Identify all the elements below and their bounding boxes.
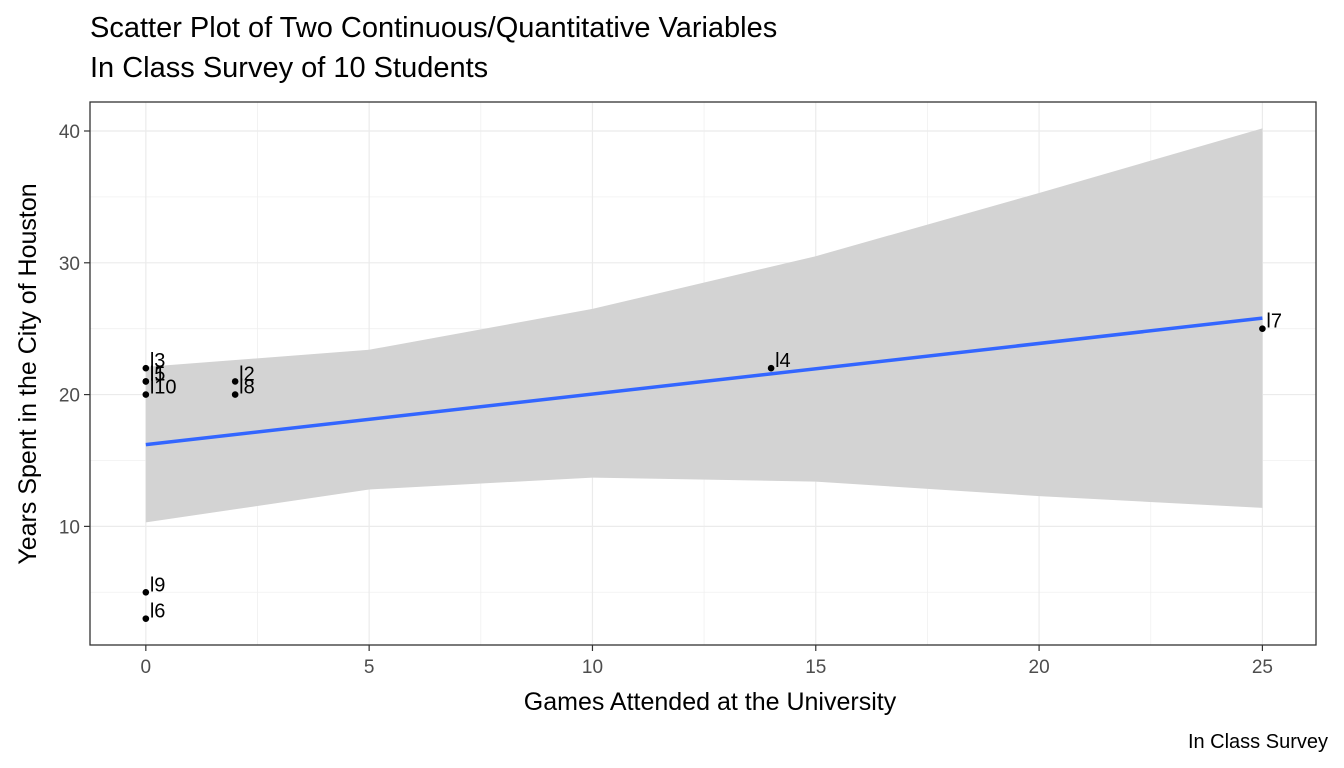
point-label-l5: l5 [150,363,166,385]
point-label-l10: l10 [150,377,177,399]
data-point-l2 [231,378,239,385]
x-axis: 0 5 10 15 20 25 [141,645,1273,678]
point-label-l7: l7 [1266,311,1282,333]
data-point-l3 [142,364,150,372]
confidence-band-area [145,128,1263,523]
point-label-l2: l2 [239,363,255,385]
y-tick-label: 30 [59,254,80,275]
point-label-l1: l1 [150,363,166,385]
data-points [142,325,1266,622]
x-tick-label: 20 [1029,657,1050,678]
point-label-l9: l9 [150,574,166,596]
x-tick-label: 0 [141,657,152,678]
x-tick-label: 15 [805,657,826,678]
data-point-l7 [1259,325,1266,332]
point-label-l8: l8 [239,377,255,399]
y-axis-title: Years Spent in the City of Houston [14,183,42,564]
data-point-l6 [142,615,150,622]
y-tick-label: 20 [59,386,80,407]
confidence-band [145,128,1263,523]
point-labels: l1 l2 l3 l4 l5 l6 l7 l8 l9 l10 [150,311,1282,623]
data-point-l8 [231,391,239,398]
chart-subtitle: In Class Survey of 10 Students [90,52,489,84]
x-tick-label: 10 [582,657,603,678]
point-label-l6: l6 [150,601,166,623]
x-tick-label: 5 [364,657,375,678]
x-tick-label: 25 [1252,657,1273,678]
regression-line [145,316,1263,447]
y-tick-label: 40 [59,122,80,143]
point-label-l4: l4 [775,350,791,372]
data-point-l5 [142,378,150,385]
y-axis: 10 20 30 40 [59,122,90,538]
fit-line [145,316,1263,447]
x-axis-title: Games Attended at the University [524,688,897,716]
data-point-l9 [142,588,150,596]
chart-caption: In Class Survey [1187,731,1328,753]
chart-title: Scatter Plot of Two Continuous/Quantitat… [90,12,778,44]
point-label-l3: l3 [150,350,166,372]
plot-panel-border [89,101,1317,646]
data-point-l4 [767,364,775,372]
data-point-l10 [142,391,150,398]
y-tick-label: 10 [59,517,80,538]
